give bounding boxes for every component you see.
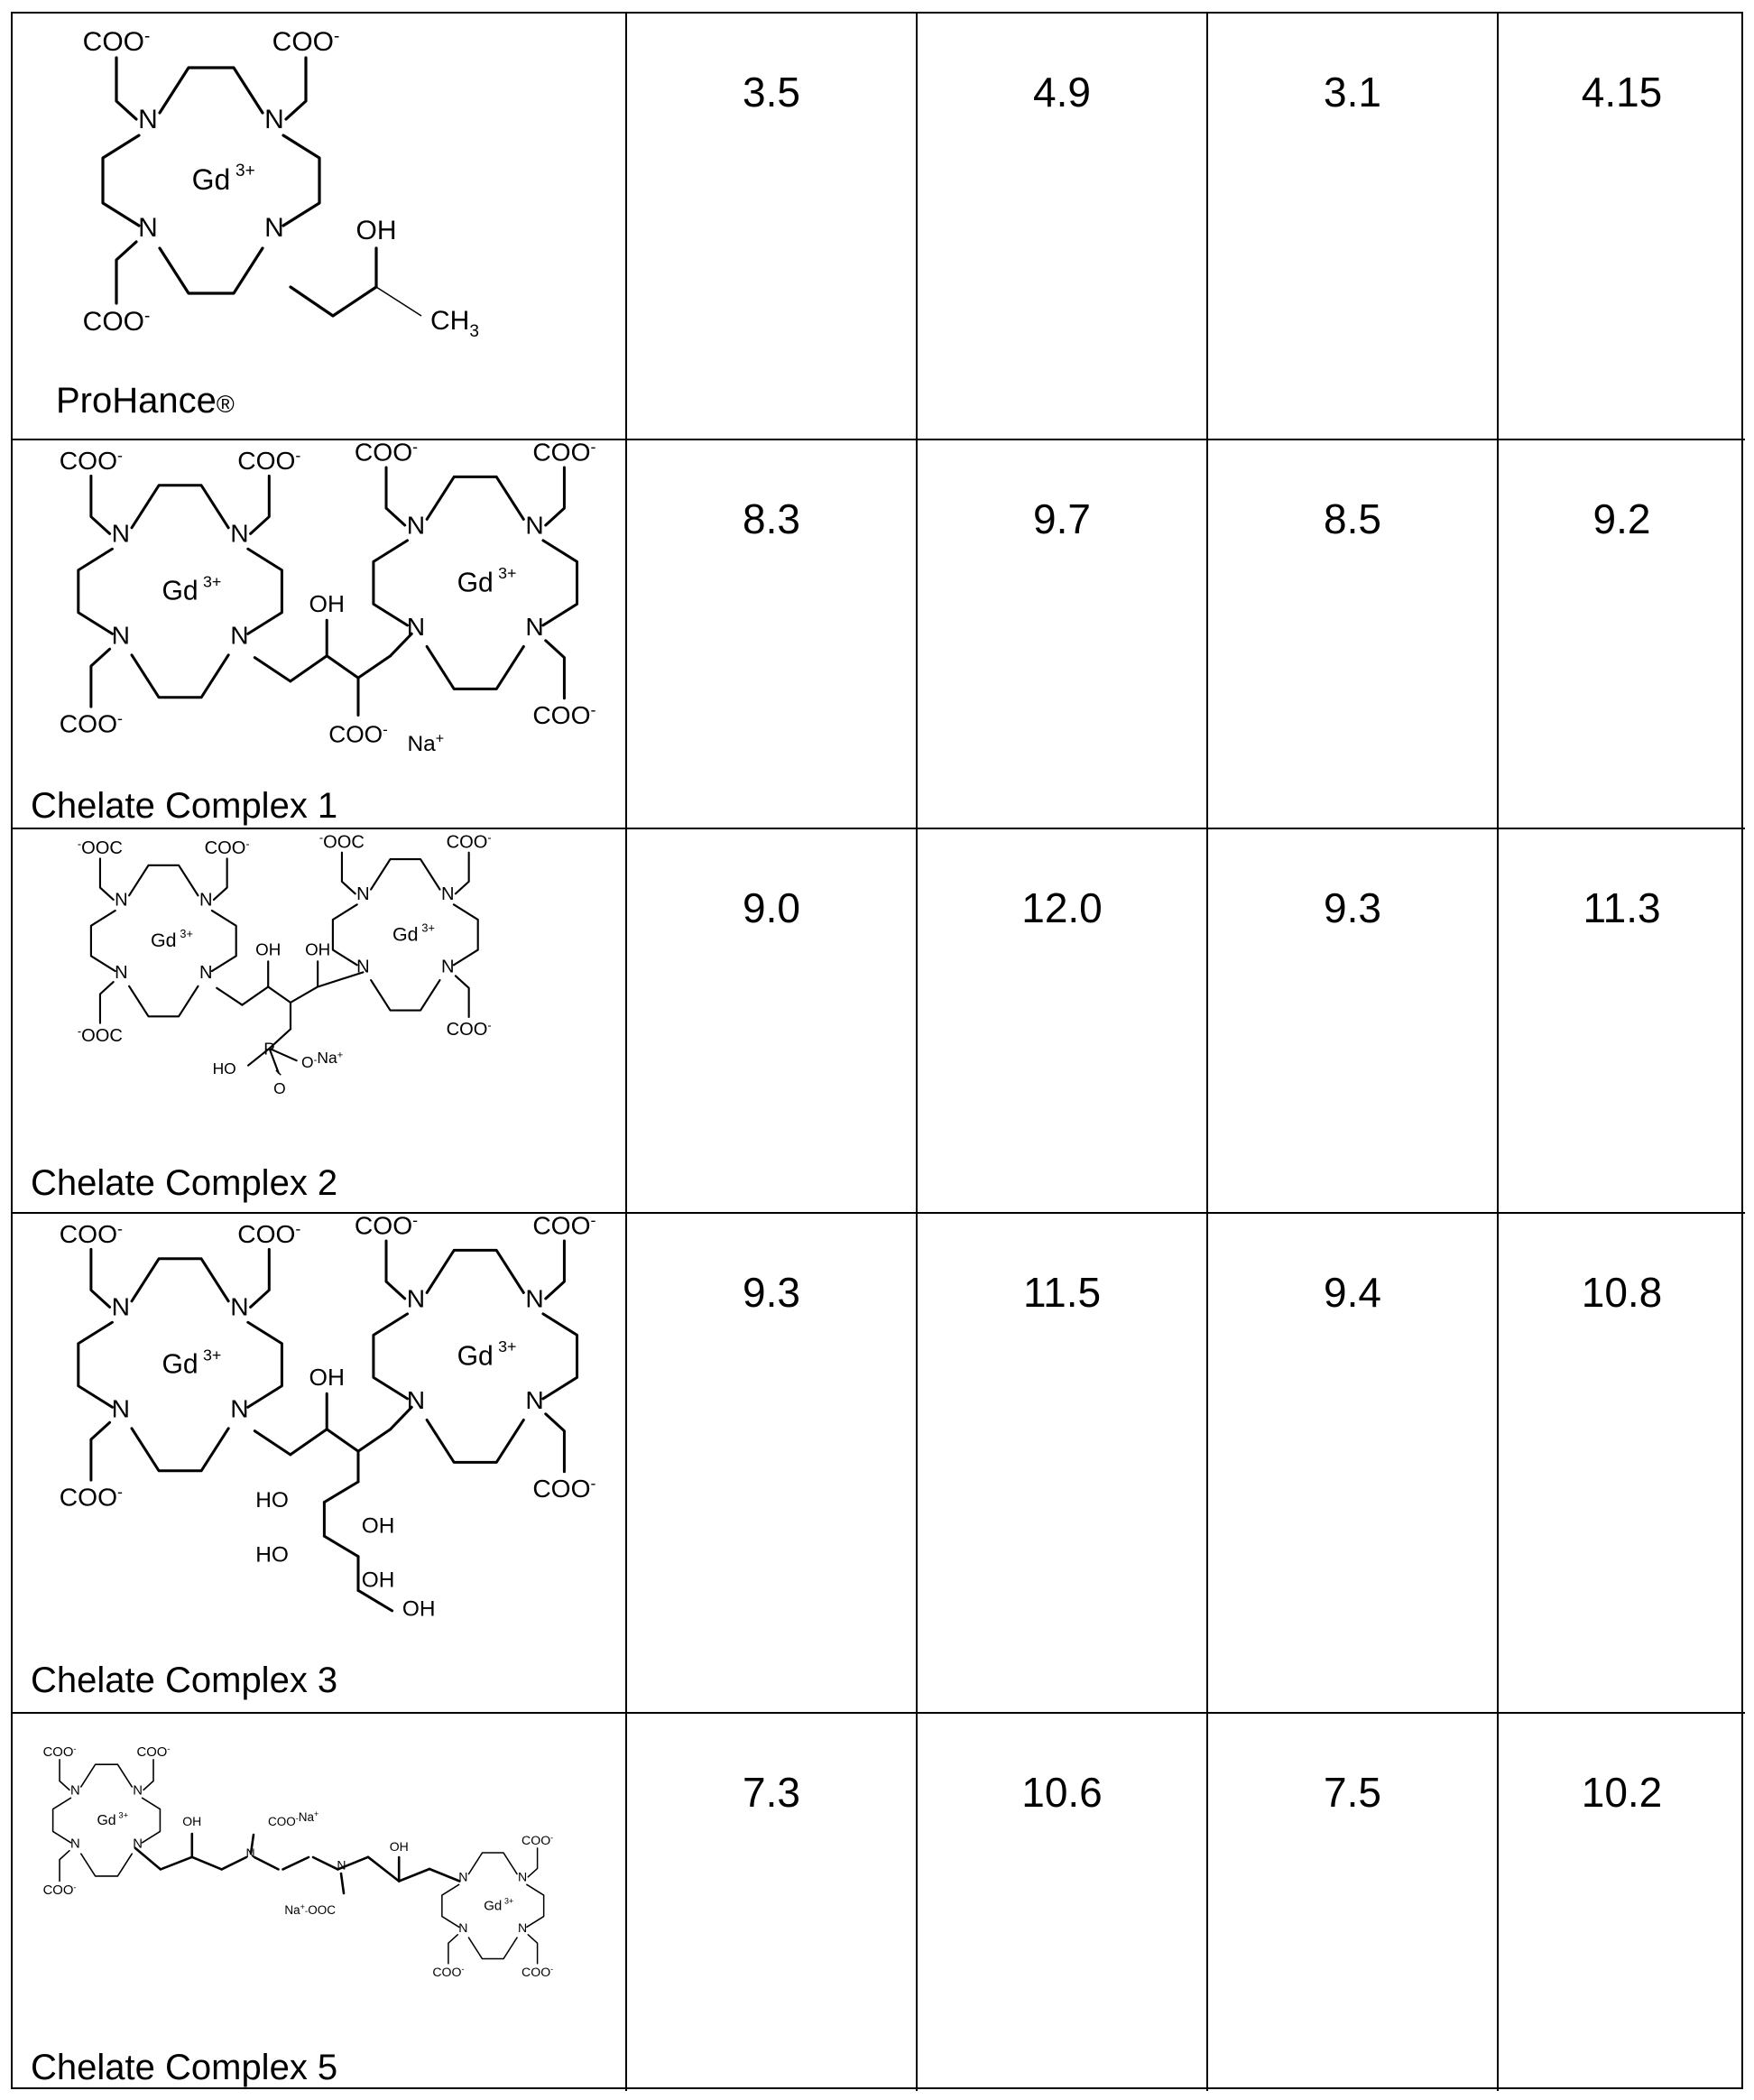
- svg-text:OH: OH: [390, 1839, 409, 1854]
- svg-text:O-Na+: O-Na+: [301, 1049, 344, 1071]
- svg-text:COO-Na+: COO-Na+: [268, 1809, 318, 1828]
- svg-text:Chelate Complex 5: Chelate Complex 5: [31, 2048, 337, 2087]
- svg-text:Chelate Complex 1: Chelate Complex 1: [31, 786, 337, 826]
- svg-text:HO: HO: [213, 1059, 236, 1078]
- svg-text:N: N: [337, 1857, 346, 1872]
- svg-text:Chelate Complex 3: Chelate Complex 3: [31, 1661, 337, 1700]
- svg-text:OH: OH: [255, 940, 281, 959]
- svg-text:ProHance®: ProHance®: [56, 381, 235, 421]
- svg-text:O: O: [273, 1079, 286, 1097]
- svg-text:Na+: Na+: [408, 732, 445, 756]
- svg-text:OH: OH: [309, 1364, 344, 1391]
- svg-text:HO: HO: [255, 1542, 289, 1567]
- svg-text:Chelate Complex 2: Chelate Complex 2: [31, 1163, 337, 1203]
- svg-text:CH3: CH3: [430, 306, 479, 341]
- svg-text:OH: OH: [309, 590, 344, 617]
- svg-text:N: N: [246, 1846, 255, 1860]
- svg-text:OH: OH: [356, 216, 397, 245]
- svg-text:P: P: [263, 1040, 275, 1059]
- svg-text:COO-: COO-: [328, 721, 388, 748]
- svg-text:OH: OH: [182, 1814, 201, 1828]
- svg-text:OH: OH: [362, 1513, 395, 1538]
- svg-text:OH: OH: [402, 1597, 436, 1622]
- svg-text:Na+-OOC: Na+-OOC: [284, 1902, 336, 1917]
- svg-text:HO: HO: [255, 1488, 289, 1513]
- svg-text:OH: OH: [305, 940, 330, 959]
- svg-text:OH: OH: [362, 1568, 395, 1593]
